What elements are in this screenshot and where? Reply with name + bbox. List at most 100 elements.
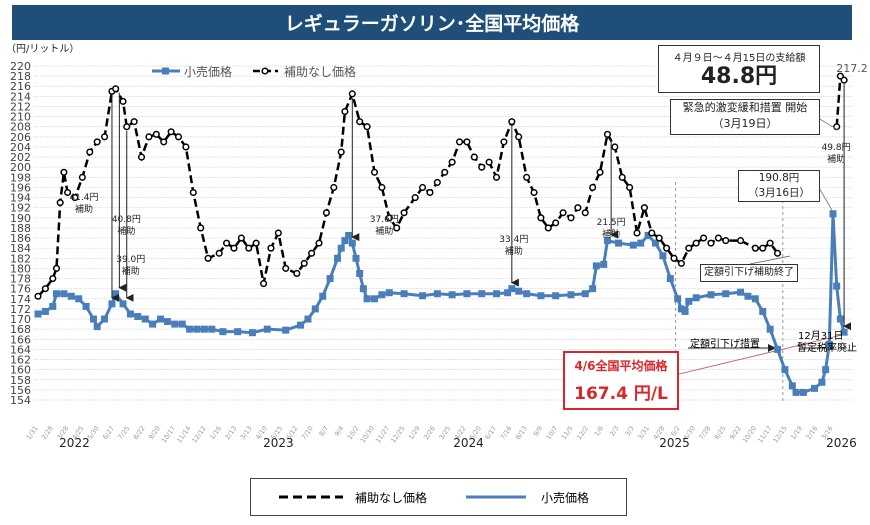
unsubsidized-price-point [215, 249, 223, 257]
retail-price-point [93, 323, 101, 331]
unsubsidized-price-point [773, 249, 782, 257]
unsubsidized-price-point [112, 85, 120, 93]
retail-price-point [141, 315, 149, 323]
unsubsidized-price-point [537, 214, 545, 222]
x-tick-label: 11/14 [175, 425, 192, 445]
fixed-subsidy-end-callout: 定額引下げ補助終了 [700, 264, 798, 282]
y-tick-label: 172 [10, 303, 31, 316]
retail-price-point [751, 295, 759, 303]
retail-price-point [493, 290, 501, 298]
x-tick-label: 10/30 [359, 425, 376, 445]
y-tick-label: 198 [10, 171, 31, 184]
subsidy-amount-label: 37.6円 [370, 214, 399, 225]
y-tick-label: 210 [10, 111, 31, 124]
unsubsidized-price-point [223, 239, 231, 247]
y-tick-label: 214 [10, 90, 31, 103]
unsubsidized-price-point [245, 244, 253, 252]
retail-price-point [82, 302, 90, 310]
retail-price-point [419, 292, 427, 300]
peak-value-label: 217.2 [836, 62, 868, 75]
unsubsidized-price-point [363, 123, 371, 131]
unsubsidized-price-point [766, 239, 774, 247]
unsubsidized-price-point [119, 97, 127, 105]
unsubsidized-price-point [160, 138, 168, 146]
y-tick-label: 160 [10, 364, 31, 377]
unsubsidized-price-point [611, 143, 619, 151]
retail-price-point [263, 325, 271, 333]
retail-price-point [659, 252, 667, 260]
x-tick-label: 2/3 [608, 425, 621, 438]
unsubsidized-price-point [411, 194, 419, 202]
retail-price-point [341, 237, 349, 245]
unsubsidized-price-point [330, 183, 338, 192]
retail-price-point [363, 295, 371, 303]
x-tick-label: 11/17 [756, 425, 773, 445]
retail-price-point [41, 307, 49, 315]
legend-retail-marker [162, 67, 169, 75]
y-tick-label: 182 [10, 252, 31, 265]
y-tick-label: 170 [10, 313, 31, 326]
retail-price-point [178, 320, 186, 328]
x-tick-label: 3/25 [437, 425, 452, 442]
spike-date: （3月16日） [747, 187, 811, 199]
spike-value: 190.8円 [758, 172, 800, 184]
y-tick-label: 162 [10, 354, 31, 367]
retail-price-point [134, 313, 142, 320]
unsubsidized-price-point [71, 194, 79, 202]
emergency-title: 緊急的激変緩和措置 開始 [682, 101, 808, 114]
unsubsidized-price-point [315, 239, 323, 247]
retail-price-point [666, 275, 674, 283]
unsubsidized-price-point [633, 229, 641, 237]
x-tick-label: 7/28 [697, 425, 712, 442]
retail-price-point [774, 345, 782, 353]
retail-price-point [326, 275, 334, 283]
unsubsidized-price-point [130, 118, 138, 126]
unsubsidized-price-point [282, 264, 290, 272]
unsubsidized-price-point [426, 188, 434, 197]
retail-price-point [448, 291, 456, 299]
tax-abolish-label: 暫定税率廃止 [797, 343, 857, 354]
y-tick-label: 186 [10, 232, 31, 245]
subsidy-label: 補助 [602, 228, 620, 240]
payment-period: ４月９日～４月15日の支給額 [672, 53, 806, 64]
retail-price-point [811, 384, 819, 392]
unsubsidized-price-point [433, 178, 441, 186]
x-tick-label: 12/15 [771, 425, 788, 445]
retail-price-point [112, 290, 120, 298]
legend-retail-label: 小売価格 [541, 491, 590, 505]
x-tick-label: 1/19 [789, 425, 804, 442]
retail-price-point [737, 288, 745, 296]
unsubsidized-price-point [441, 168, 449, 176]
retail-price-point [234, 328, 242, 336]
retail-price-point [34, 310, 42, 318]
y-tick-label: 218 [10, 70, 31, 83]
retail-price-point [781, 366, 789, 374]
unsubsidized-price-point [137, 153, 146, 161]
unsubsidized-price-point [670, 254, 678, 262]
subsidy-amount-label: 21.5円 [597, 217, 626, 228]
unsubsidized-price-point [260, 280, 268, 288]
unsubsidized-price-point [123, 123, 131, 131]
unsubsidized-price-point [626, 183, 634, 192]
retail-price-point [478, 290, 486, 298]
unsubsidized-price-point [370, 168, 379, 176]
retail-price-point [744, 292, 752, 300]
x-tick-label: 11/27 [374, 425, 391, 445]
x-tick-label: 1/29 [407, 425, 422, 442]
retail-price-point [615, 239, 623, 247]
unsubsidized-price-point [64, 188, 72, 197]
unsubsidized-price-point [574, 204, 582, 212]
unsubsidized-price-point [648, 229, 656, 237]
national-average-title: 4/6全国平均価格 [574, 359, 668, 373]
retail-price-point [60, 290, 68, 298]
unsubsidized-price-point [470, 153, 478, 161]
unsubsidized-price-point [167, 128, 175, 136]
unsubsidized-price-point [93, 138, 101, 146]
y-tick-label: 196 [10, 181, 31, 194]
retail-price-point [589, 285, 597, 293]
legend-unsubsidized-label: 補助なし価格 [355, 491, 428, 505]
retail-price-point [304, 315, 312, 323]
retail-price-point [567, 291, 575, 299]
y-tick-label: 158 [10, 374, 31, 387]
x-tick-label: 6/17 [483, 425, 498, 442]
